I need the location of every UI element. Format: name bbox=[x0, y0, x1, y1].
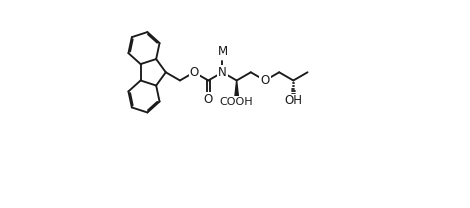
Text: O: O bbox=[189, 66, 199, 79]
Text: M: M bbox=[218, 46, 227, 58]
Text: COOH: COOH bbox=[220, 97, 253, 107]
Text: N: N bbox=[218, 66, 227, 79]
Text: O: O bbox=[260, 74, 270, 87]
Polygon shape bbox=[235, 80, 238, 96]
Text: O: O bbox=[204, 93, 213, 106]
Text: OH: OH bbox=[284, 94, 302, 108]
